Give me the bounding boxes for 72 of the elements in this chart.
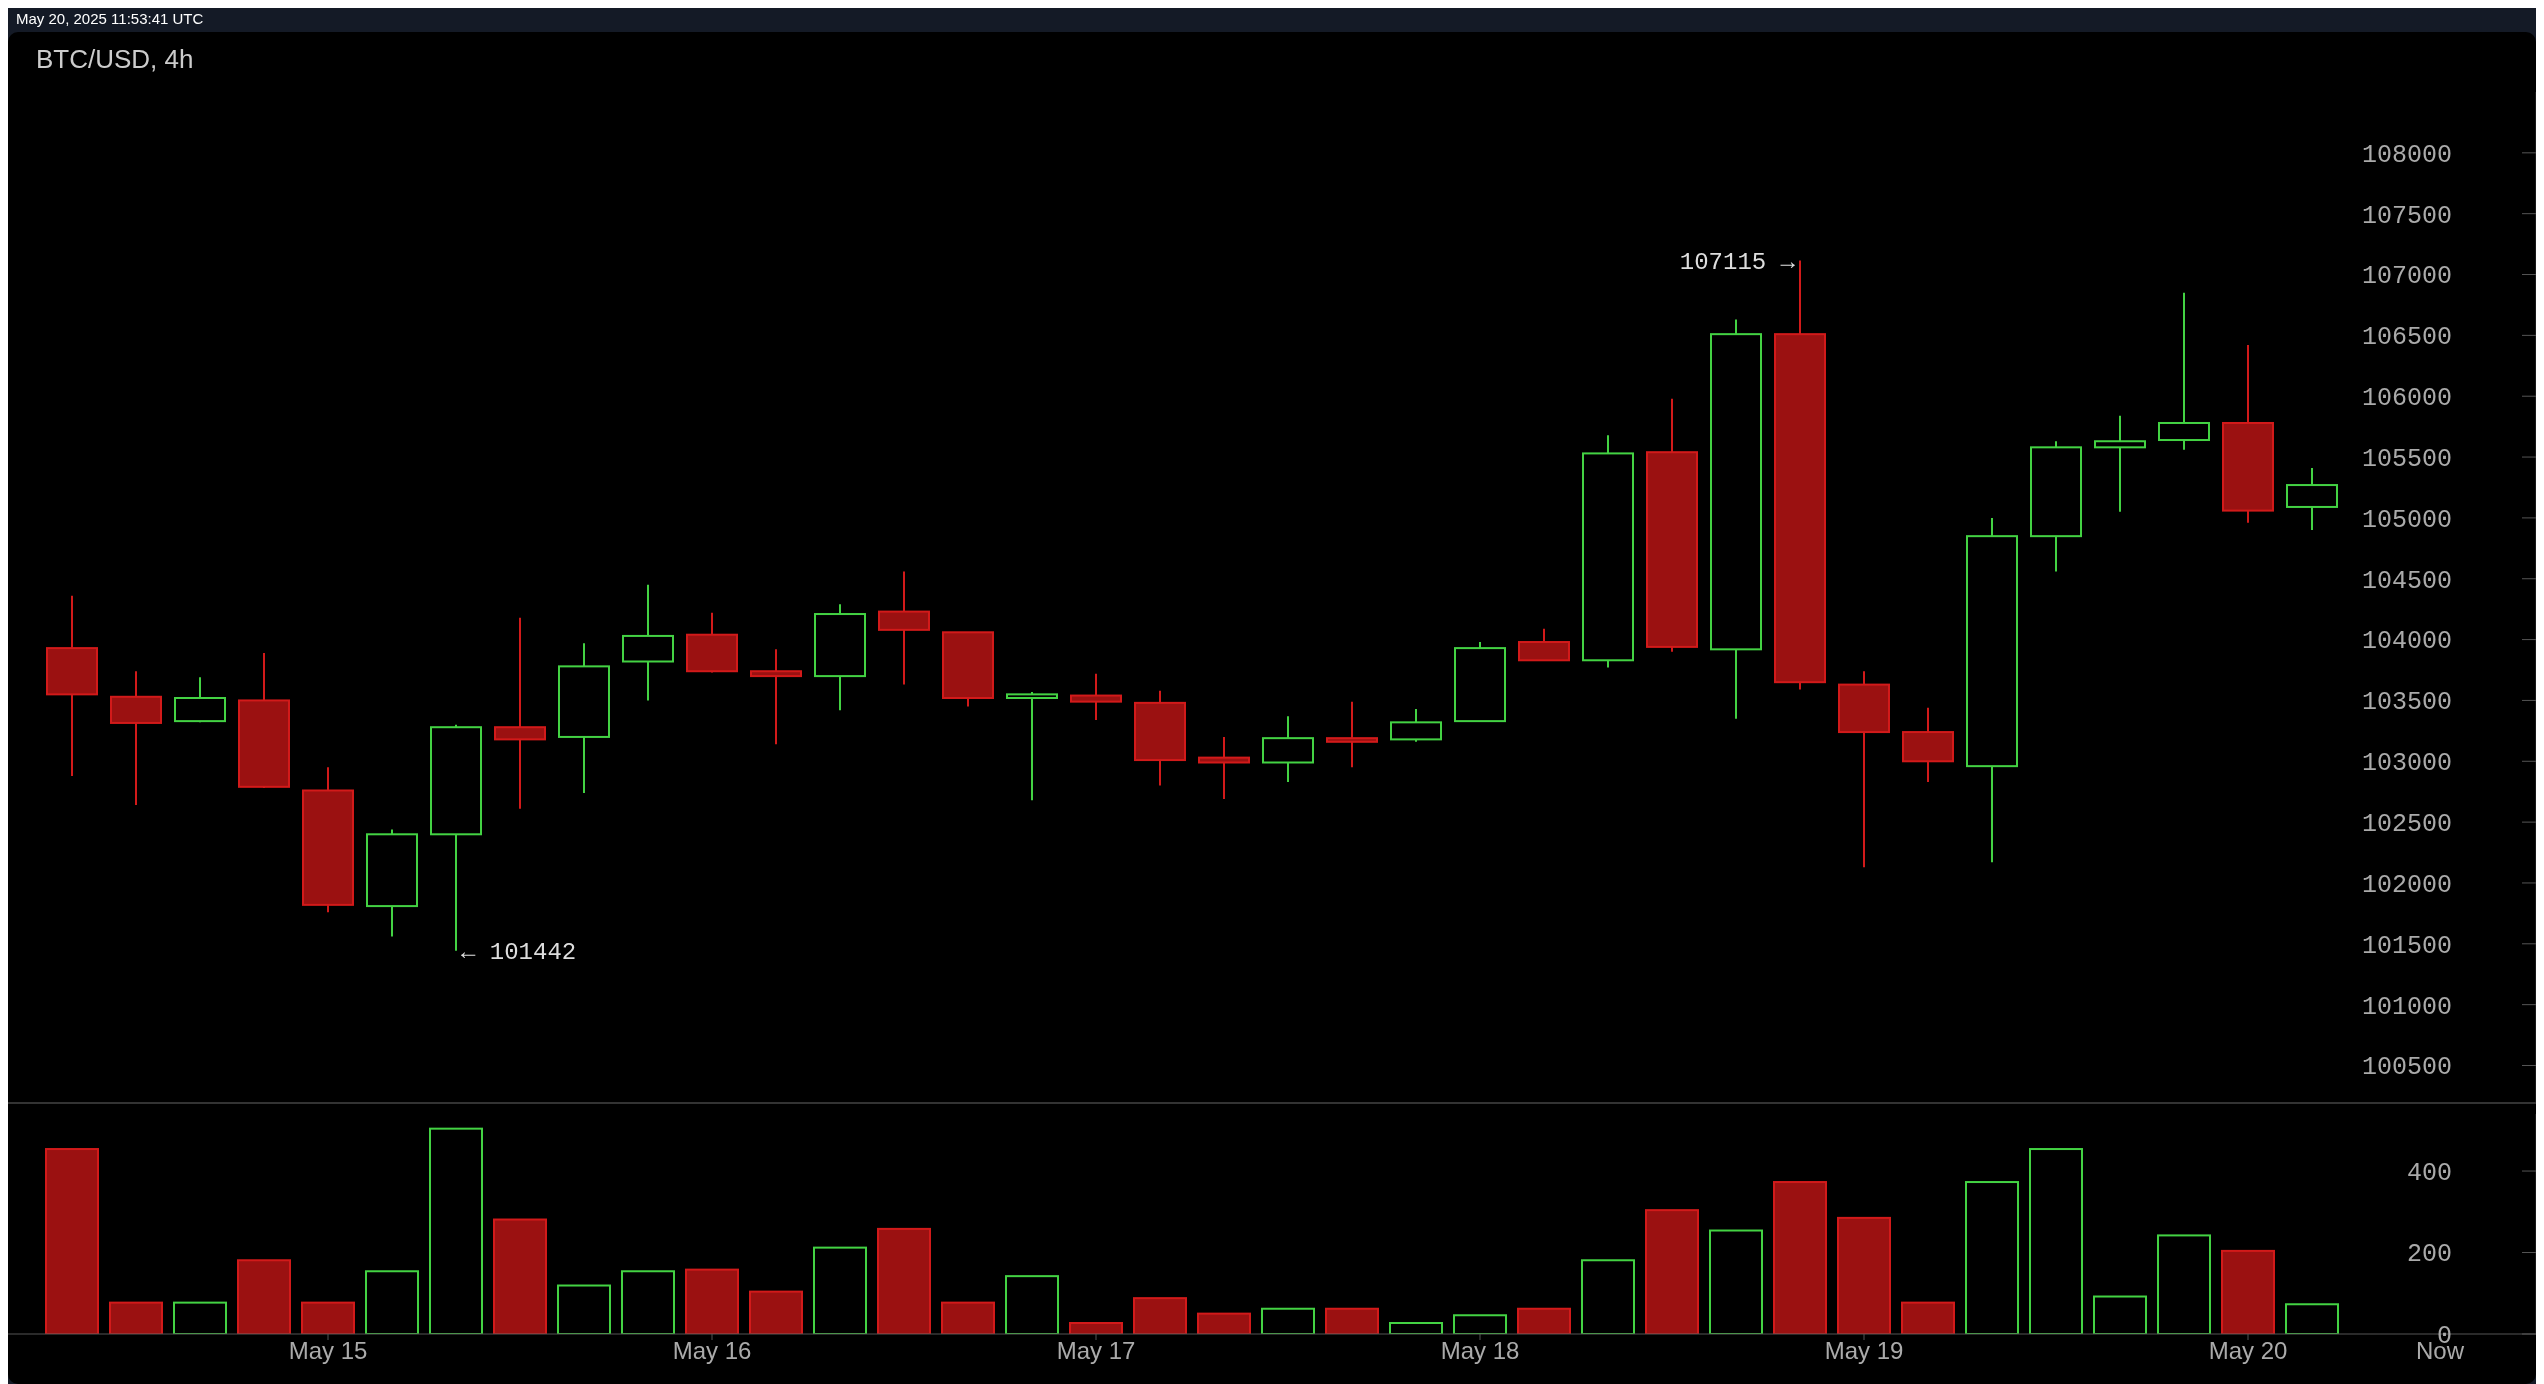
y-tick-label: 105000: [2361, 505, 2452, 535]
y-tick-label: 100500: [2361, 1053, 2452, 1083]
y-tick-label: 107000: [2361, 262, 2452, 292]
bar: [365, 1270, 419, 1334]
y-tick-label: 103500: [2361, 688, 2452, 718]
bar: [493, 1218, 547, 1334]
y-tick-label: 108000: [2361, 140, 2452, 170]
bar: [813, 1246, 867, 1334]
bar: [1773, 1181, 1827, 1334]
bar: [1325, 1307, 1379, 1334]
candlestick: [2094, 414, 2146, 513]
bar: [1709, 1229, 1763, 1334]
annotation: ← 101442: [461, 939, 577, 967]
bar: [941, 1301, 995, 1334]
bar: [109, 1301, 163, 1334]
bar: [173, 1301, 227, 1334]
x-tick-label: May 18: [1440, 1337, 1520, 1365]
bar: [429, 1127, 483, 1334]
y-tick-label: 106500: [2361, 323, 2452, 353]
bar: [557, 1284, 611, 1334]
bar: [1837, 1216, 1891, 1334]
bar: [45, 1148, 99, 1334]
candlestick: [2158, 291, 2210, 451]
candlestick: [1070, 672, 1122, 721]
bar: [2093, 1295, 2147, 1334]
bar: [1517, 1307, 1571, 1334]
bar: [685, 1268, 739, 1334]
bar: [1069, 1322, 1123, 1334]
x-tick-label: May 15: [288, 1337, 368, 1365]
bar: [1005, 1275, 1059, 1334]
y-tick-label: 101000: [2361, 992, 2452, 1022]
candlestick: [494, 616, 546, 810]
bar: [1901, 1301, 1955, 1334]
bar: [1965, 1181, 2019, 1334]
candlestick: [750, 648, 802, 746]
bar: [1389, 1322, 1443, 1334]
y-tick-label: 107500: [2361, 201, 2452, 231]
candlestick: [1326, 700, 1378, 769]
candlestick: [1006, 690, 1058, 802]
bar: [877, 1227, 931, 1334]
y-tick-label: 200: [2406, 1240, 2452, 1270]
bar: [1645, 1209, 1699, 1334]
bar: [1261, 1307, 1315, 1334]
chart-title: BTC/USD, 4h: [36, 44, 194, 75]
y-tick-label: 105500: [2361, 444, 2452, 474]
y-tick-label: 104500: [2361, 566, 2452, 596]
bar: [2221, 1249, 2275, 1334]
bar: [2157, 1234, 2211, 1334]
y-tick-label: 104000: [2361, 627, 2452, 657]
bar: [621, 1270, 675, 1334]
bar: [1197, 1312, 1251, 1334]
x-tick-label: May 20: [2208, 1337, 2288, 1365]
x-tick-label: May 17: [1056, 1337, 1136, 1365]
bar: [1133, 1297, 1187, 1334]
y-tick-label: 400: [2406, 1158, 2452, 1188]
x-tick-label: May 16: [672, 1337, 752, 1365]
y-tick-label: 103000: [2361, 749, 2452, 779]
candlestick: [878, 570, 930, 686]
annotation: 107115 →: [1679, 249, 1796, 277]
bar: [301, 1301, 355, 1334]
bar: [749, 1290, 803, 1334]
y-tick-label: 102500: [2361, 810, 2452, 839]
x-tick-label: May 19: [1824, 1337, 1904, 1365]
y-tick-label: 102000: [2361, 870, 2452, 900]
bar: [2285, 1303, 2339, 1334]
bar: [1581, 1259, 1635, 1334]
bar: [1453, 1314, 1507, 1334]
y-tick-label: 101500: [2361, 931, 2452, 961]
text: May 20, 2025 11:53:41 UTC: [15, 10, 205, 29]
y-tick-label: 106000: [2361, 384, 2452, 414]
bar: [237, 1259, 291, 1334]
bar: [2029, 1148, 2083, 1334]
